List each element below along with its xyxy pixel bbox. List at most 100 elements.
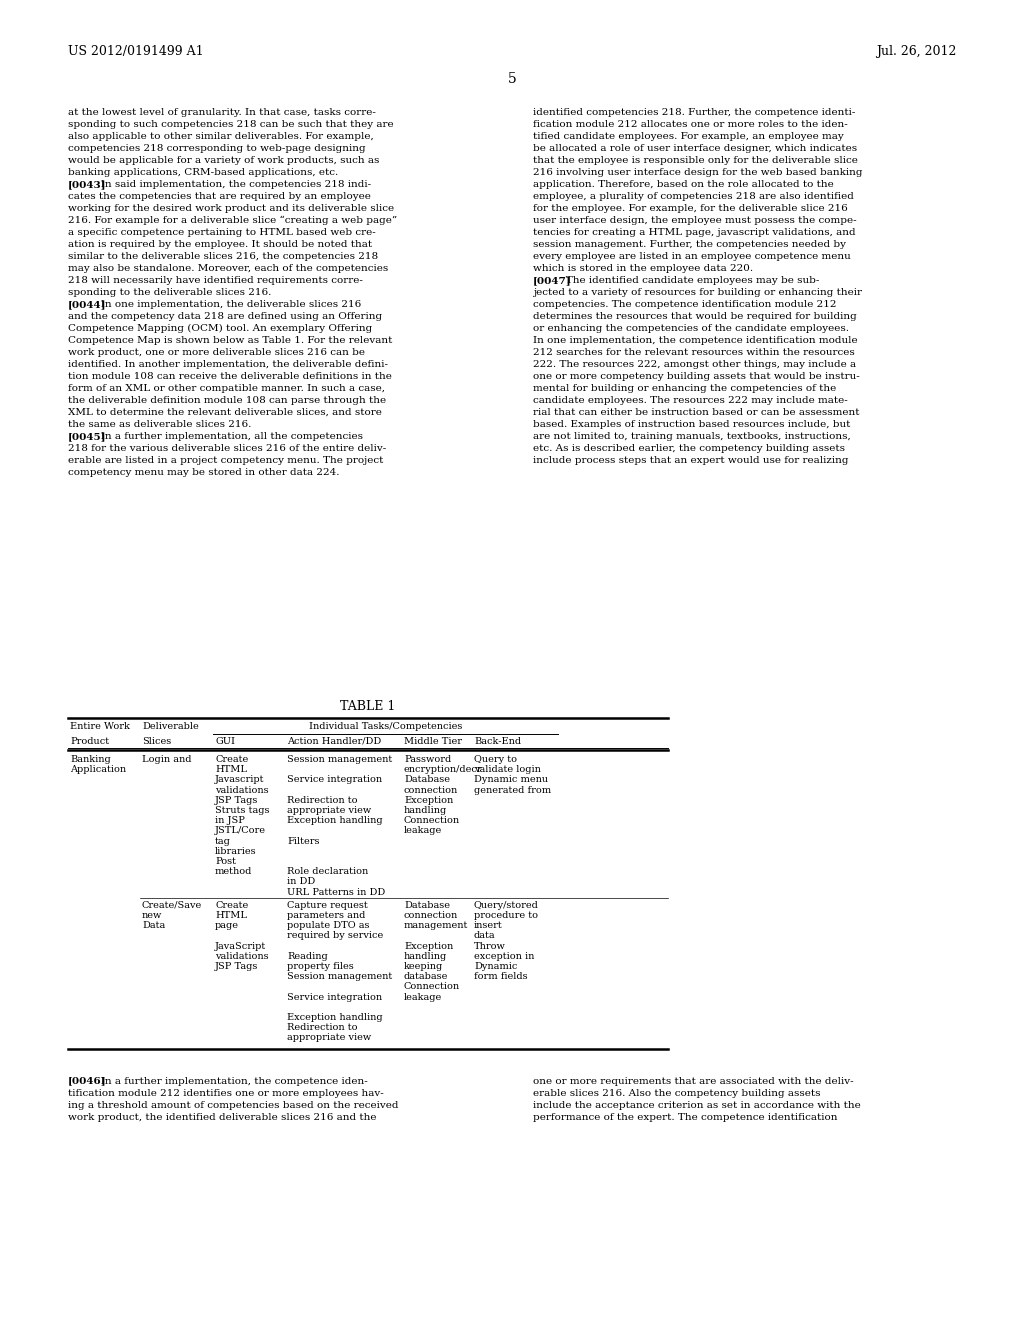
- Text: at the lowest level of granularity. In that case, tasks corre-: at the lowest level of granularity. In t…: [68, 108, 376, 117]
- Text: HTML: HTML: [215, 766, 247, 775]
- Text: tag: tag: [215, 837, 230, 846]
- Text: validations: validations: [215, 952, 268, 961]
- Text: Service integration: Service integration: [287, 775, 382, 784]
- Text: Dynamic: Dynamic: [474, 962, 517, 972]
- Text: may also be standalone. Moreover, each of the competencies: may also be standalone. Moreover, each o…: [68, 264, 388, 273]
- Text: The identified candidate employees may be sub-: The identified candidate employees may b…: [556, 276, 820, 285]
- Text: user interface design, the employee must possess the compe-: user interface design, the employee must…: [534, 216, 857, 224]
- Text: be allocated a role of user interface designer, which indicates: be allocated a role of user interface de…: [534, 144, 857, 153]
- Text: method: method: [215, 867, 252, 876]
- Text: Competence Mapping (OCM) tool. An exemplary Offering: Competence Mapping (OCM) tool. An exempl…: [68, 323, 373, 333]
- Text: 216. For example for a deliverable slice “creating a web page”: 216. For example for a deliverable slice…: [68, 216, 397, 226]
- Text: ing a threshold amount of competencies based on the received: ing a threshold amount of competencies b…: [68, 1101, 398, 1110]
- Text: [0045]: [0045]: [68, 432, 106, 441]
- Text: Password: Password: [404, 755, 452, 764]
- Text: sponding to such competencies 218 can be such that they are: sponding to such competencies 218 can be…: [68, 120, 393, 129]
- Text: include the acceptance criterion as set in accordance with the: include the acceptance criterion as set …: [534, 1101, 861, 1110]
- Text: tified candidate employees. For example, an employee may: tified candidate employees. For example,…: [534, 132, 844, 141]
- Text: page: page: [215, 921, 239, 931]
- Text: 5: 5: [508, 73, 516, 86]
- Text: one or more competency building assets that would be instru-: one or more competency building assets t…: [534, 372, 860, 381]
- Text: In one implementation, the competence identification module: In one implementation, the competence id…: [534, 337, 858, 345]
- Text: Application: Application: [70, 766, 126, 775]
- Text: [0043]: [0043]: [68, 180, 106, 189]
- Text: similar to the deliverable slices 216, the competencies 218: similar to the deliverable slices 216, t…: [68, 252, 378, 261]
- Text: keeping: keeping: [404, 962, 443, 972]
- Text: mental for building or enhancing the competencies of the: mental for building or enhancing the com…: [534, 384, 837, 393]
- Text: handling: handling: [404, 952, 447, 961]
- Text: sponding to the deliverable slices 216.: sponding to the deliverable slices 216.: [68, 288, 271, 297]
- Text: In a further implementation, all the competencies: In a further implementation, all the com…: [91, 432, 364, 441]
- Text: and the competency data 218 are defined using an Offering: and the competency data 218 are defined …: [68, 312, 382, 321]
- Text: Back-End: Back-End: [474, 737, 521, 746]
- Text: URL Patterns in DD: URL Patterns in DD: [287, 887, 385, 896]
- Text: encryption/decr: encryption/decr: [404, 766, 482, 775]
- Text: handling: handling: [404, 807, 447, 814]
- Text: Struts tags: Struts tags: [215, 807, 269, 814]
- Text: Entire Work: Entire Work: [70, 722, 130, 731]
- Text: JSP Tags: JSP Tags: [215, 962, 258, 972]
- Text: TABLE 1: TABLE 1: [340, 700, 395, 713]
- Text: tion module 108 can receive the deliverable definitions in the: tion module 108 can receive the delivera…: [68, 372, 392, 381]
- Text: Service integration: Service integration: [287, 993, 382, 1002]
- Text: libraries: libraries: [215, 847, 257, 855]
- Text: GUI: GUI: [215, 737, 234, 746]
- Text: the deliverable definition module 108 can parse through the: the deliverable definition module 108 ca…: [68, 396, 386, 405]
- Text: leakage: leakage: [404, 993, 442, 1002]
- Text: In a further implementation, the competence iden-: In a further implementation, the compete…: [91, 1077, 369, 1085]
- Text: Capture request: Capture request: [287, 900, 368, 909]
- Text: determines the resources that would be required for building: determines the resources that would be r…: [534, 312, 857, 321]
- Text: one or more requirements that are associated with the deliv-: one or more requirements that are associ…: [534, 1077, 854, 1085]
- Text: Exception handling: Exception handling: [287, 816, 383, 825]
- Text: 222. The resources 222, amongst other things, may include a: 222. The resources 222, amongst other th…: [534, 360, 856, 370]
- Text: form fields: form fields: [474, 973, 527, 981]
- Text: Exception: Exception: [404, 796, 454, 805]
- Text: parameters and: parameters and: [287, 911, 366, 920]
- Text: ation is required by the employee. It should be noted that: ation is required by the employee. It sh…: [68, 240, 372, 249]
- Text: appropriate view: appropriate view: [287, 1034, 372, 1043]
- Text: competencies. The competence identification module 212: competencies. The competence identificat…: [534, 300, 837, 309]
- Text: for the employee. For example, for the deliverable slice 216: for the employee. For example, for the d…: [534, 205, 848, 213]
- Text: employee, a plurality of competencies 218 are also identified: employee, a plurality of competencies 21…: [534, 191, 854, 201]
- Text: Product: Product: [70, 737, 110, 746]
- Text: property files: property files: [287, 962, 353, 972]
- Text: [0046]: [0046]: [68, 1077, 106, 1085]
- Text: which is stored in the employee data 220.: which is stored in the employee data 220…: [534, 264, 753, 273]
- Text: JavaScript: JavaScript: [215, 941, 266, 950]
- Text: Post: Post: [215, 857, 236, 866]
- Text: insert: insert: [474, 921, 503, 931]
- Text: [0047]: [0047]: [534, 276, 571, 285]
- Text: or enhancing the competencies of the candidate employees.: or enhancing the competencies of the can…: [534, 323, 849, 333]
- Text: Database: Database: [404, 775, 450, 784]
- Text: 218 for the various deliverable slices 216 of the entire deliv-: 218 for the various deliverable slices 2…: [68, 444, 386, 453]
- Text: Create/Save: Create/Save: [142, 900, 203, 909]
- Text: competency menu may be stored in other data 224.: competency menu may be stored in other d…: [68, 469, 340, 477]
- Text: Exception handling: Exception handling: [287, 1012, 383, 1022]
- Text: Jul. 26, 2012: Jul. 26, 2012: [876, 45, 956, 58]
- Text: in DD: in DD: [287, 878, 315, 887]
- Text: erable are listed in a project competency menu. The project: erable are listed in a project competenc…: [68, 455, 383, 465]
- Text: Redirection to: Redirection to: [287, 796, 357, 805]
- Text: Query to: Query to: [474, 755, 517, 764]
- Text: Deliverable: Deliverable: [142, 722, 199, 731]
- Text: Session management: Session management: [287, 973, 392, 981]
- Text: Role declaration: Role declaration: [287, 867, 369, 876]
- Text: validate login: validate login: [474, 766, 541, 775]
- Text: Query/stored: Query/stored: [474, 900, 539, 909]
- Text: candidate employees. The resources 222 may include mate-: candidate employees. The resources 222 m…: [534, 396, 848, 405]
- Text: Competence Map is shown below as Table 1. For the relevant: Competence Map is shown below as Table 1…: [68, 337, 392, 345]
- Text: US 2012/0191499 A1: US 2012/0191499 A1: [68, 45, 204, 58]
- Text: required by service: required by service: [287, 932, 383, 940]
- Text: also applicable to other similar deliverables. For example,: also applicable to other similar deliver…: [68, 132, 374, 141]
- Text: identified. In another implementation, the deliverable defini-: identified. In another implementation, t…: [68, 360, 388, 370]
- Text: 212 searches for the relevant resources within the resources: 212 searches for the relevant resources …: [534, 348, 855, 356]
- Text: Filters: Filters: [287, 837, 319, 846]
- Text: populate DTO as: populate DTO as: [287, 921, 370, 931]
- Text: Connection: Connection: [404, 982, 460, 991]
- Text: Middle Tier: Middle Tier: [404, 737, 462, 746]
- Text: rial that can either be instruction based or can be assessment: rial that can either be instruction base…: [534, 408, 859, 417]
- Text: Javascript: Javascript: [215, 775, 264, 784]
- Text: procedure to: procedure to: [474, 911, 538, 920]
- Text: Individual Tasks/Competencies: Individual Tasks/Competencies: [309, 722, 462, 731]
- Text: are not limited to, training manuals, textbooks, instructions,: are not limited to, training manuals, te…: [534, 432, 851, 441]
